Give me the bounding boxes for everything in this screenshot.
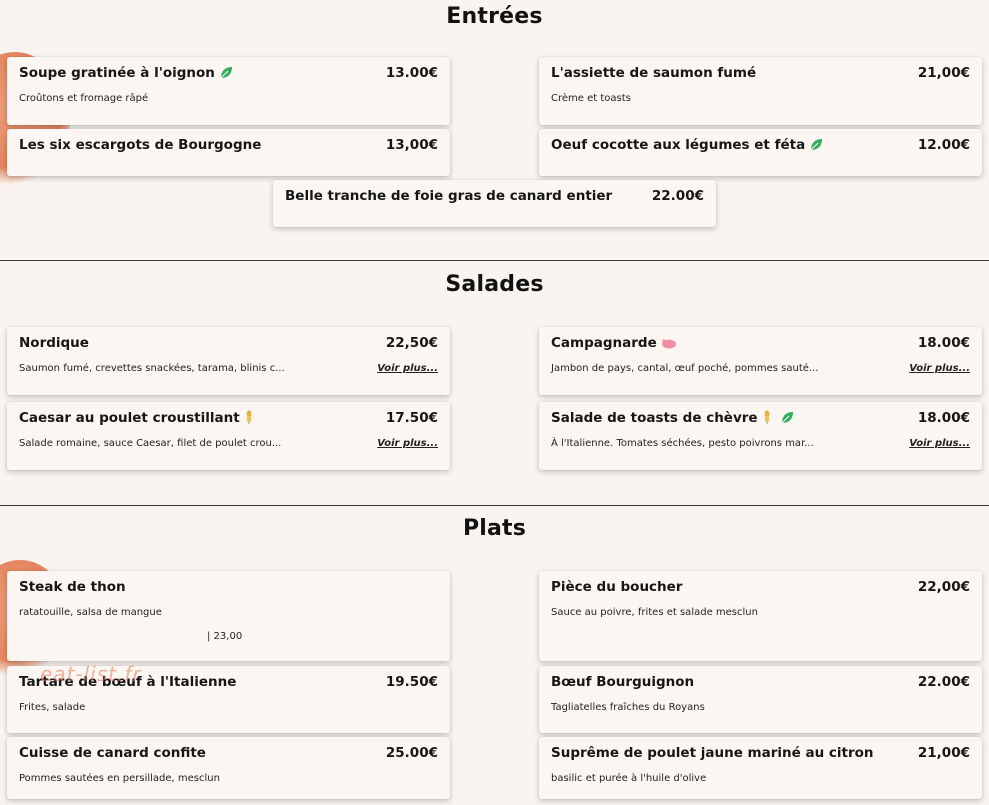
menu-item-escargots[interactable]: Les six escargots de Bourgogne 13,00€ [7, 129, 450, 176]
item-description: Saumon fumé, crevettes snackées, tarama,… [19, 363, 285, 374]
item-price: 13.00€ [385, 65, 438, 81]
item-name: Steak de thon [19, 579, 126, 595]
item-name: Campagnarde [551, 335, 677, 353]
wheat-icon [244, 410, 254, 428]
item-price: 18.00€ [917, 410, 970, 426]
menu-item-nordique[interactable]: Nordique 22,50€ Saumon fumé, crevettes s… [7, 327, 450, 395]
menu-item-saumon[interactable]: L'assiette de saumon fumé 21,00€ Crème e… [539, 57, 982, 125]
item-name: Salade de toasts de chèvre [551, 410, 794, 428]
item-price: 19.50€ [385, 674, 438, 690]
pig-icon [661, 337, 677, 353]
section-title-salades: Salades [445, 272, 544, 297]
menu-item-foie-gras[interactable]: Belle tranche de foie gras de canard ent… [273, 180, 716, 227]
item-price: 21,00€ [917, 745, 970, 761]
item-price: 22.00€ [651, 188, 704, 204]
see-more-link[interactable]: Voir plus... [909, 438, 970, 449]
menu-item-cuisse-canard[interactable]: Cuisse de canard confite 25.00€ Pommes s… [7, 737, 450, 799]
menu-item-supreme-poulet[interactable]: Suprême de poulet jaune mariné au citron… [539, 737, 982, 799]
leaf-icon [219, 66, 233, 83]
item-description: Pommes sautées en persillade, mesclun [19, 773, 220, 784]
menu-item-campagnarde[interactable]: Campagnarde 18.00€ Jambon de pays, canta… [539, 327, 982, 395]
item-name: Soupe gratinée à l'oignon [19, 65, 233, 83]
item-price: 18.00€ [917, 335, 970, 351]
item-name: Suprême de poulet jaune mariné au citron [551, 745, 874, 761]
item-name: Belle tranche de foie gras de canard ent… [285, 188, 613, 204]
menu-item-soupe[interactable]: Soupe gratinée à l'oignon 13.00€ Croûton… [7, 57, 450, 125]
item-description: Tagliatelles fraîches du Royans [551, 702, 705, 713]
see-more-link[interactable]: Voir plus... [377, 363, 438, 374]
item-name: Tartare de bœuf à l'Italienne [19, 674, 237, 690]
wheat-icon [762, 410, 772, 428]
item-price-variant: | 23,00 [207, 631, 243, 642]
menu-item-caesar[interactable]: Caesar au poulet croustillant 17.50€ Sal… [7, 402, 450, 470]
see-more-link[interactable]: Voir plus... [377, 438, 438, 449]
item-description: ratatouille, salsa de mangue [19, 607, 162, 618]
watermark: eat-list.fr [40, 662, 142, 686]
menu-item-salade-chevre[interactable]: Salade de toasts de chèvre 18.00€ À l'It… [539, 402, 982, 470]
item-price: 13,00€ [385, 137, 438, 153]
section-divider [0, 505, 989, 506]
menu-item-steak-thon[interactable]: Steak de thon ratatouille, salsa de mang… [7, 571, 450, 661]
item-price: 25.00€ [385, 745, 438, 761]
item-name: Caesar au poulet croustillant [19, 410, 254, 428]
item-price: 22,50€ [385, 335, 438, 351]
item-description: basilic et purée à l'huile d'olive [551, 773, 707, 784]
item-name: Cuisse de canard confite [19, 745, 206, 761]
menu-item-boeuf-bourguignon[interactable]: Bœuf Bourguignon 22.00€ Tagliatelles fra… [539, 666, 982, 733]
item-description: Jambon de pays, cantal, œuf poché, pomme… [551, 363, 819, 374]
menu-item-oeuf-cocotte[interactable]: Oeuf cocotte aux légumes et féta 12.00€ [539, 129, 982, 176]
item-description: Salade romaine, sauce Caesar, filet de p… [19, 438, 282, 449]
item-name: Oeuf cocotte aux légumes et féta [551, 137, 823, 155]
item-description: Crème et toasts [551, 93, 631, 104]
item-price: 21,00€ [917, 65, 970, 81]
item-name: Les six escargots de Bourgogne [19, 137, 262, 153]
item-price: 12.00€ [917, 137, 970, 153]
item-price: 17.50€ [385, 410, 438, 426]
leaf-icon [780, 411, 794, 428]
item-name: L'assiette de saumon fumé [551, 65, 757, 81]
item-name: Nordique [19, 335, 89, 351]
item-price: 22.00€ [917, 674, 970, 690]
item-description: Croûtons et fromage râpé [19, 93, 149, 104]
leaf-icon [809, 138, 823, 155]
see-more-link[interactable]: Voir plus... [909, 363, 970, 374]
item-name: Bœuf Bourguignon [551, 674, 695, 690]
item-price: 22,00€ [917, 579, 970, 595]
section-title-entrees: Entrées [446, 4, 543, 29]
item-name: Pièce du boucher [551, 579, 683, 595]
menu-item-tartare[interactable]: Tartare de bœuf à l'Italienne 19.50€ Fri… [7, 666, 450, 733]
item-description: Sauce au poivre, frites et salade mesclu… [551, 607, 758, 618]
item-description: À l'Italienne. Tomates séchées, pesto po… [551, 438, 814, 449]
section-divider [0, 260, 989, 261]
item-description: Frites, salade [19, 702, 86, 713]
menu-item-piece-boucher[interactable]: Pièce du boucher 22,00€ Sauce au poivre,… [539, 571, 982, 661]
section-title-plats: Plats [462, 516, 527, 541]
